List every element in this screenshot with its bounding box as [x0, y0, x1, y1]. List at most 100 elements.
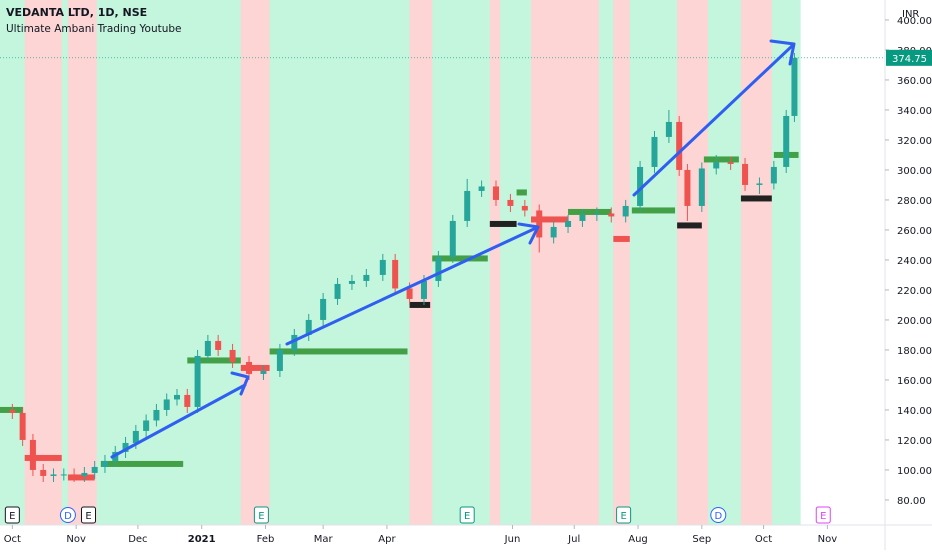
- candle-body: [665, 121, 672, 137]
- candle-body: [260, 370, 267, 374]
- level-bar: [187, 357, 241, 364]
- candle-body: [608, 213, 615, 217]
- event-marker: [59, 507, 76, 523]
- candle-body: [204, 340, 211, 356]
- level-bar: [531, 216, 569, 223]
- arrow: [285, 226, 538, 346]
- candle-body: [521, 205, 528, 211]
- level-bar: [67, 474, 95, 481]
- candle-body: [229, 349, 236, 362]
- last-price-label: 374.75: [892, 54, 927, 65]
- event-marker: [253, 506, 269, 524]
- bearish-band: [240, 0, 270, 525]
- candle-body: [101, 460, 108, 467]
- candle-body: [565, 220, 572, 227]
- candle-body: [334, 283, 341, 299]
- candle-body: [770, 166, 777, 184]
- candle-body: [122, 442, 129, 452]
- candle-body: [81, 472, 88, 476]
- x-tick-label: Nov: [66, 534, 86, 545]
- candle-body: [579, 214, 586, 221]
- candle-body: [320, 298, 327, 320]
- candle-body: [435, 256, 442, 281]
- candle-body: [174, 394, 180, 400]
- candle-body: [713, 162, 720, 169]
- event-label: D: [714, 511, 722, 522]
- candle-body: [71, 474, 78, 476]
- candle-body: [698, 168, 705, 206]
- candle-body: [406, 288, 413, 299]
- candle-body: [153, 409, 160, 421]
- x-tick-label: Apr: [378, 534, 396, 545]
- x-tick-label: 2021: [188, 534, 216, 545]
- bearish-band: [489, 0, 501, 525]
- event-marker: [710, 507, 727, 523]
- event-label: E: [464, 511, 470, 522]
- y-tick-label: 220.00: [897, 286, 932, 297]
- y-tick-label: 100.00: [897, 466, 932, 477]
- chart-title: VEDANTA LTD, 1D, NSE: [6, 6, 147, 19]
- candle-body: [684, 169, 691, 206]
- candle-body: [9, 409, 16, 413]
- event-label: E: [85, 511, 91, 522]
- event-marker: [459, 506, 475, 524]
- event-label: D: [64, 511, 72, 522]
- candle-body: [727, 162, 734, 164]
- candle-body: [449, 220, 456, 257]
- candle-body: [50, 474, 57, 476]
- candle-body: [291, 334, 298, 350]
- candle-body: [379, 259, 386, 275]
- level-bar: [489, 220, 517, 227]
- candle-body: [184, 394, 191, 407]
- bearish-band: [677, 0, 708, 525]
- arrow: [110, 383, 247, 459]
- level-bar: [100, 460, 184, 467]
- candle-body: [143, 420, 150, 431]
- event-label: E: [820, 511, 826, 522]
- y-tick-label: 120.00: [897, 436, 932, 447]
- currency: INR: [902, 9, 919, 20]
- level-bar: [24, 454, 62, 461]
- y-tick-label: 160.00: [897, 376, 932, 387]
- candle-body: [651, 136, 658, 167]
- candle-body: [791, 57, 798, 116]
- candle-body: [246, 361, 253, 374]
- level-bar: [677, 222, 702, 229]
- candle-body: [622, 205, 629, 217]
- x-tick-label: Aug: [628, 534, 648, 545]
- y-tick-label: 240.00: [897, 256, 932, 267]
- candle-body: [163, 399, 170, 410]
- bearish-band: [613, 0, 630, 525]
- x-tick-label: Oct: [4, 534, 21, 545]
- level-bar: [568, 208, 612, 215]
- x-tick-label: Jun: [504, 534, 521, 545]
- candle-body: [420, 280, 427, 299]
- candle-body: [507, 199, 514, 206]
- event-label: E: [9, 511, 15, 522]
- bearish-band: [531, 0, 599, 525]
- candle-body: [194, 355, 201, 407]
- event-marker: [616, 506, 632, 524]
- event-marker: [81, 506, 96, 524]
- trend-arrows: [110, 39, 796, 459]
- level-bar: [740, 195, 772, 202]
- candle-body: [348, 280, 355, 284]
- arrow: [632, 44, 794, 197]
- candle-body: [215, 340, 222, 350]
- x-tick-label: Nov: [818, 534, 838, 545]
- level-bar: [516, 189, 527, 196]
- candle-body: [478, 186, 485, 191]
- chart-subtitle: Ultimate Ambani Trading Youtube: [6, 23, 182, 35]
- candle-body: [60, 474, 67, 476]
- candle-body: [19, 412, 26, 440]
- level-bar: [269, 348, 408, 355]
- bearish-band: [409, 0, 433, 525]
- candle-body: [593, 213, 600, 215]
- arrow-head: [769, 39, 796, 66]
- candle-body: [536, 210, 543, 238]
- event-label: E: [620, 511, 626, 522]
- y-tick-label: 300.00: [897, 166, 932, 177]
- candle-body: [550, 226, 557, 238]
- candle-body: [464, 190, 471, 221]
